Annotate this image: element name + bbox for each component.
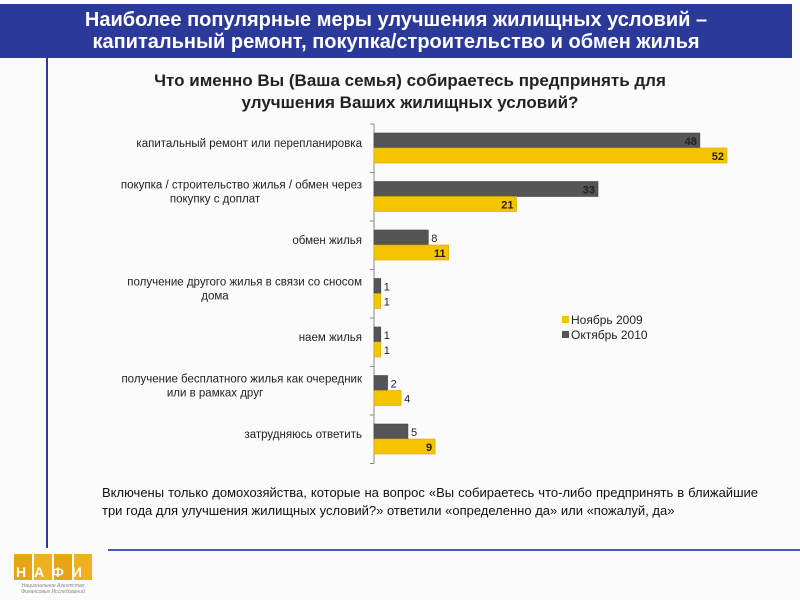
legend-swatch	[562, 316, 569, 323]
data-label: 11	[434, 248, 446, 260]
category-label: дома	[201, 291, 229, 303]
title-line-2: капитальный ремонт, покупка/строительств…	[92, 31, 700, 53]
category-label: обмен жилья	[292, 235, 362, 247]
bar-nov-2009	[373, 293, 382, 309]
bar-oct-2010	[373, 375, 388, 391]
bar-nov-2009	[373, 244, 449, 261]
bar-nov-2009	[373, 341, 382, 358]
data-label: 4	[404, 394, 410, 406]
data-label: 9	[426, 442, 432, 454]
bar-oct-2010	[373, 423, 409, 440]
nafi-logo: НАФИ Национальное Агентство Финансовых И…	[6, 550, 106, 596]
bar-nov-2009	[373, 438, 436, 455]
svg-text:Финансовых Исследований: Финансовых Исследований	[21, 588, 85, 595]
svg-text:НАФИ: НАФИ	[16, 564, 90, 580]
data-label: 5	[411, 427, 417, 439]
bar-oct-2010	[373, 229, 429, 246]
data-label: 1	[384, 282, 390, 294]
bar-oct-2010	[373, 181, 599, 197]
category-label: капитальный ремонт или перепланировка	[136, 138, 362, 150]
category-label: покупка / строительство жилья / обмен че…	[121, 180, 362, 192]
bar-nov-2009	[373, 390, 402, 406]
data-label: 1	[384, 297, 390, 309]
bar-oct-2010	[373, 278, 382, 294]
data-label: 52	[712, 151, 724, 163]
bar-nov-2009	[373, 196, 517, 212]
svg-text:Национальное Агентство: Национальное Агентство	[22, 583, 85, 589]
bar-chart: капитальный ремонт или перепланировка 485…	[121, 123, 728, 464]
decorative-vertical-line	[46, 58, 48, 548]
data-label: 1	[384, 345, 390, 357]
question-line-2: улучшения Ваших жилищных условий?	[241, 93, 579, 112]
data-label: 21	[501, 200, 513, 212]
legend-swatch	[562, 331, 569, 338]
bar-oct-2010	[373, 326, 382, 343]
data-label: 2	[391, 379, 397, 391]
category-label: наем жилья	[299, 332, 362, 344]
data-label: 1	[384, 330, 390, 342]
decorative-horizontal-line	[108, 549, 800, 551]
footnote: Включены только домохозяйства, которые н…	[102, 485, 758, 518]
category-label: получение другого жилья в связи со сносо…	[127, 277, 362, 289]
category-label: покупку с доплат	[170, 194, 261, 206]
bar-oct-2010	[373, 132, 701, 149]
category-label: затрудняюсь ответить	[244, 429, 362, 441]
data-label: 33	[583, 185, 595, 197]
data-label: 48	[685, 136, 697, 148]
title-bar: Наиболее популярные меры улучшения жилищ…	[0, 4, 792, 58]
data-label: 8	[431, 233, 437, 245]
category-label: или в рамках друг	[167, 388, 263, 400]
question-line-1: Что именно Вы (Ваша семья) собираетесь п…	[154, 71, 666, 90]
chart-question: Что именно Вы (Ваша семья) собираетесь п…	[100, 70, 720, 114]
legend-label: Октябрь 2010	[571, 328, 648, 342]
bar-nov-2009	[373, 147, 728, 164]
legend-label: Ноябрь 2009	[571, 313, 643, 327]
category-label: получение бесплатного жилья как очередни…	[121, 374, 363, 386]
title-line-1: Наиболее популярные меры улучшения жилищ…	[84, 9, 708, 31]
